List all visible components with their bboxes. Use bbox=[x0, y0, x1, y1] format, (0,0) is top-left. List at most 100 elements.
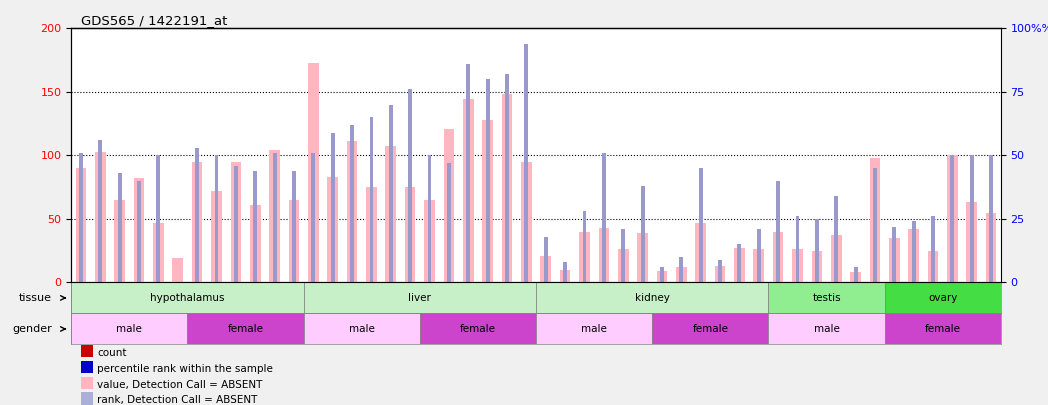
Text: male: male bbox=[116, 324, 143, 334]
Text: female: female bbox=[693, 324, 728, 334]
Bar bbox=[288, 200, 300, 282]
Bar bbox=[254, 171, 257, 282]
Bar bbox=[502, 94, 512, 282]
Bar bbox=[640, 186, 645, 282]
Text: male: male bbox=[349, 324, 375, 334]
Bar bbox=[409, 90, 412, 282]
Bar bbox=[676, 267, 686, 282]
Bar bbox=[153, 223, 163, 282]
Text: rank, Detection Call = ABSENT: rank, Detection Call = ABSENT bbox=[97, 395, 258, 405]
Bar bbox=[660, 267, 663, 282]
Text: gender: gender bbox=[13, 324, 52, 334]
Bar bbox=[350, 125, 354, 282]
Text: kidney: kidney bbox=[635, 293, 670, 303]
Bar bbox=[292, 171, 296, 282]
Bar bbox=[269, 150, 280, 282]
Bar bbox=[366, 187, 377, 282]
Bar bbox=[834, 196, 838, 282]
Bar bbox=[792, 249, 803, 282]
Bar bbox=[754, 249, 764, 282]
Bar bbox=[815, 219, 818, 282]
FancyBboxPatch shape bbox=[188, 313, 304, 345]
Bar bbox=[757, 229, 761, 282]
Bar bbox=[231, 162, 241, 282]
Bar bbox=[889, 238, 899, 282]
FancyBboxPatch shape bbox=[652, 313, 768, 345]
Bar bbox=[482, 120, 493, 282]
Bar bbox=[134, 178, 145, 282]
Bar bbox=[580, 232, 590, 282]
FancyBboxPatch shape bbox=[536, 313, 652, 345]
Bar bbox=[738, 244, 741, 282]
Bar bbox=[249, 205, 261, 282]
Bar bbox=[618, 249, 629, 282]
Bar bbox=[234, 166, 238, 282]
Bar bbox=[931, 216, 935, 282]
Bar bbox=[715, 266, 725, 282]
Text: liver: liver bbox=[409, 293, 432, 303]
Bar bbox=[893, 226, 896, 282]
FancyBboxPatch shape bbox=[71, 313, 188, 345]
Bar bbox=[212, 191, 222, 282]
Bar bbox=[173, 258, 183, 282]
Bar bbox=[79, 153, 83, 282]
Bar bbox=[951, 156, 955, 282]
Bar bbox=[541, 256, 551, 282]
Text: male: male bbox=[582, 324, 607, 334]
Bar bbox=[811, 251, 823, 282]
Text: ovary: ovary bbox=[929, 293, 958, 303]
Bar bbox=[81, 361, 92, 373]
Bar bbox=[986, 213, 997, 282]
Bar bbox=[637, 233, 648, 282]
Text: value, Detection Call = ABSENT: value, Detection Call = ABSENT bbox=[97, 379, 263, 390]
Bar bbox=[544, 237, 548, 282]
Bar bbox=[446, 163, 451, 282]
Bar bbox=[679, 257, 683, 282]
Text: percentile rank within the sample: percentile rank within the sample bbox=[97, 364, 274, 374]
Bar bbox=[466, 64, 471, 282]
Bar bbox=[563, 262, 567, 282]
Bar bbox=[370, 117, 373, 282]
Bar bbox=[308, 63, 319, 282]
Bar bbox=[327, 177, 339, 282]
Text: hypothalamus: hypothalamus bbox=[150, 293, 224, 303]
FancyBboxPatch shape bbox=[536, 282, 768, 313]
Bar bbox=[463, 100, 474, 282]
Bar bbox=[947, 156, 958, 282]
Bar bbox=[99, 140, 103, 282]
Bar bbox=[854, 267, 857, 282]
FancyBboxPatch shape bbox=[304, 313, 420, 345]
Bar bbox=[389, 104, 393, 282]
Bar bbox=[192, 162, 202, 282]
Text: female: female bbox=[227, 324, 263, 334]
Bar bbox=[424, 200, 435, 282]
Bar bbox=[272, 153, 277, 282]
Bar bbox=[347, 141, 357, 282]
Text: count: count bbox=[97, 348, 127, 358]
Bar bbox=[95, 151, 106, 282]
Bar bbox=[772, 232, 784, 282]
Bar bbox=[699, 168, 702, 282]
Bar bbox=[81, 392, 92, 405]
Bar bbox=[734, 248, 745, 282]
Text: male: male bbox=[813, 324, 839, 334]
Bar bbox=[969, 156, 974, 282]
Bar bbox=[311, 153, 315, 282]
Bar bbox=[331, 132, 334, 282]
Bar bbox=[966, 202, 977, 282]
Bar bbox=[215, 156, 218, 282]
Bar bbox=[485, 79, 489, 282]
Text: testis: testis bbox=[812, 293, 840, 303]
Bar bbox=[117, 173, 122, 282]
Bar bbox=[850, 272, 860, 282]
Bar bbox=[602, 153, 606, 282]
Bar bbox=[81, 377, 92, 389]
Bar bbox=[386, 147, 396, 282]
Bar bbox=[114, 200, 125, 282]
Bar bbox=[718, 260, 722, 282]
Bar bbox=[405, 187, 415, 282]
Bar bbox=[989, 156, 994, 282]
FancyBboxPatch shape bbox=[885, 282, 1001, 313]
Bar bbox=[909, 229, 919, 282]
Text: female: female bbox=[924, 324, 961, 334]
